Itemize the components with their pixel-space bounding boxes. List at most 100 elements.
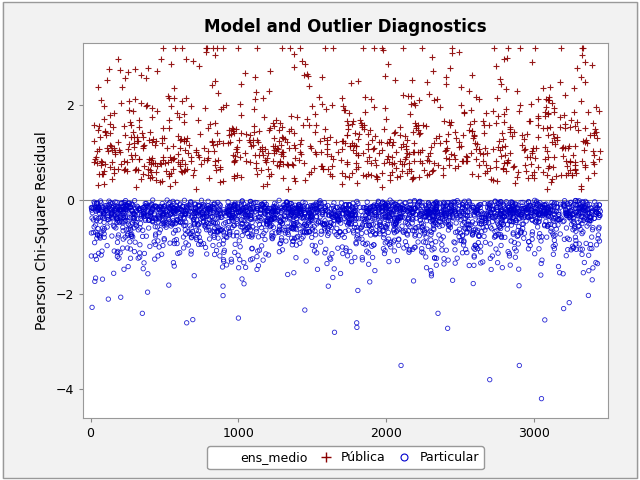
Point [291, 215, 301, 222]
Point [161, 216, 171, 224]
Point [86, 229, 97, 237]
Point [518, 135, 529, 143]
Point [202, 209, 212, 216]
Point [307, 211, 317, 218]
Point [93, 204, 104, 212]
Point [90, 221, 100, 229]
Point [115, 214, 125, 222]
Point [147, 205, 157, 213]
Point [113, 210, 124, 217]
Point [415, 148, 425, 156]
Point [246, 198, 256, 205]
Point [122, 203, 132, 210]
Point [386, 243, 396, 251]
Point [533, 95, 543, 103]
Point [447, 214, 458, 221]
Point [441, 205, 451, 213]
Point [446, 208, 456, 216]
Point [350, 210, 360, 218]
Point [521, 217, 531, 225]
Point [526, 206, 536, 214]
Point [440, 210, 450, 218]
Point [189, 272, 199, 279]
Point [403, 92, 413, 100]
Point [138, 144, 148, 152]
Point [337, 169, 347, 177]
Point [271, 201, 282, 209]
Point [253, 127, 264, 135]
Point [150, 232, 161, 240]
Point [207, 203, 218, 210]
Point [405, 110, 415, 118]
Point [175, 144, 185, 152]
Point [366, 159, 376, 167]
Point [444, 221, 454, 229]
Point [426, 167, 436, 174]
Point [445, 209, 455, 216]
Point [595, 201, 605, 209]
Point [170, 227, 180, 234]
Point [346, 216, 356, 224]
Point [209, 51, 220, 59]
Point [495, 153, 506, 160]
Point [495, 204, 506, 211]
Point [424, 211, 435, 218]
Point [92, 216, 102, 224]
Point [495, 223, 506, 230]
Point [217, 214, 227, 221]
Point [205, 210, 216, 217]
Point [325, 221, 335, 229]
Point [232, 144, 243, 151]
Point [577, 157, 587, 165]
Point [315, 137, 325, 144]
Point [189, 213, 200, 221]
Point [296, 208, 306, 216]
Point [213, 156, 223, 164]
Point [564, 201, 574, 208]
Point [491, 204, 501, 212]
Point [549, 237, 559, 244]
Point [295, 205, 305, 213]
Point [352, 232, 362, 240]
Point [253, 213, 264, 221]
Point [593, 225, 604, 233]
Point [189, 218, 199, 226]
Point [548, 217, 559, 225]
Point [422, 171, 432, 179]
Point [301, 228, 312, 235]
Point [151, 137, 161, 144]
Point [525, 100, 536, 108]
Point [112, 199, 122, 206]
Point [204, 206, 214, 214]
Point [268, 211, 278, 218]
Point [125, 245, 136, 253]
Point [415, 211, 425, 218]
Point [306, 144, 316, 152]
Point [221, 234, 232, 241]
Point [449, 128, 460, 136]
Point [337, 180, 348, 187]
Point [374, 213, 384, 220]
Point [506, 217, 516, 225]
Point [428, 206, 438, 214]
Point [492, 259, 502, 266]
Point [463, 220, 474, 228]
Point [236, 80, 246, 88]
Point [106, 206, 116, 214]
Point [452, 205, 463, 213]
Point [571, 197, 581, 204]
Point [299, 206, 309, 214]
Point [380, 72, 390, 80]
Point [93, 126, 103, 134]
Point [586, 214, 596, 222]
Point [173, 250, 183, 257]
Point [284, 215, 294, 223]
Point [443, 256, 453, 264]
Point [454, 48, 465, 56]
Point [444, 210, 454, 217]
Point [529, 175, 539, 182]
Point [438, 117, 449, 124]
Point [94, 170, 104, 178]
Point [366, 220, 376, 228]
Point [273, 145, 283, 153]
